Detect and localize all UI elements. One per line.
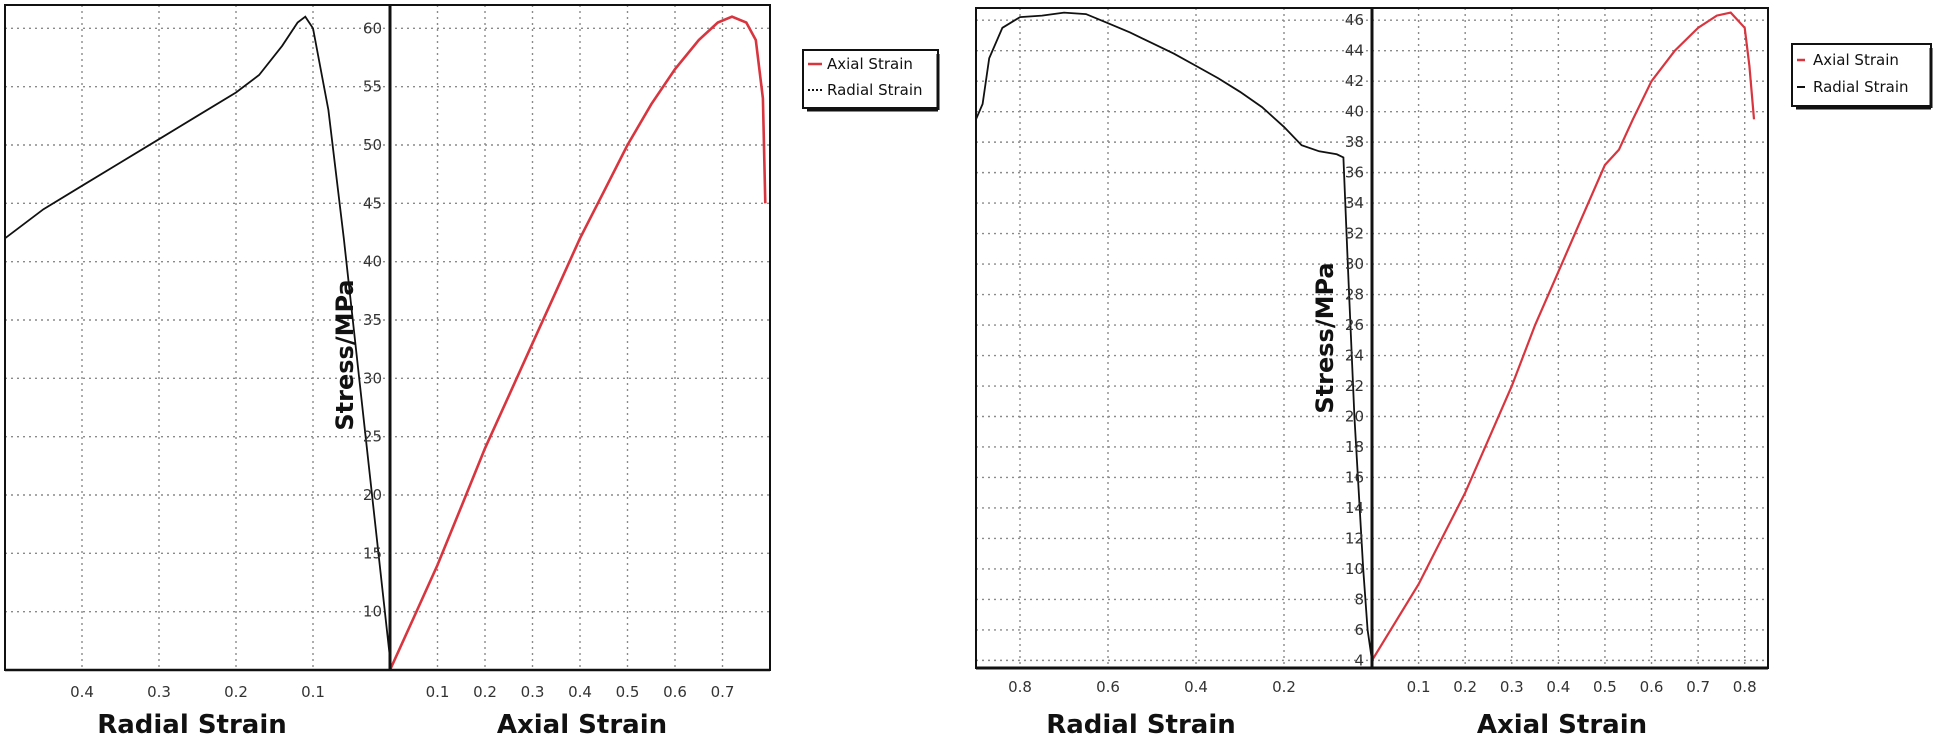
axial-x-tick-label: 0.1	[426, 683, 450, 701]
y-tick-label: 32	[1345, 225, 1364, 243]
axial-x-tick-label: 0.1	[1407, 678, 1431, 696]
y-axis-label: Stress/MPa	[1311, 262, 1339, 413]
y-tick-label: 8	[1354, 590, 1364, 608]
axial-strain-line	[1371, 11, 1756, 661]
y-tick-label: 34	[1345, 194, 1364, 212]
radial-strain-axis-label: Radial Strain	[97, 710, 287, 740]
y-tick-label: 45	[363, 194, 382, 212]
y-axis-label: Stress/MPa	[331, 279, 359, 430]
radial-x-tick-label: 0.1	[301, 683, 325, 701]
axial-x-tick-label: 0.7	[711, 683, 735, 701]
axial-x-tick-label: 0.2	[1453, 678, 1477, 696]
radial-x-tick-label: 0.4	[1184, 678, 1208, 696]
y-tick-label: 30	[1345, 255, 1364, 273]
y-tick-labels: 10 15 20 25 30 35 40 45 50 55 60	[363, 19, 382, 620]
axial-x-tick-label: 0.4	[568, 683, 592, 701]
y-tick-label: 24	[1345, 347, 1364, 365]
y-tick-label: 60	[363, 19, 382, 37]
y-tick-label: 12	[1345, 529, 1364, 547]
axial-x-tick-label: 0.6	[1640, 678, 1664, 696]
y-tick-labels: 4681012141618202224262830323436384042444…	[1345, 11, 1364, 669]
legend-label-radial: Radial Strain	[1813, 78, 1909, 96]
axial-strain-axis-label: Axial Strain	[497, 710, 667, 740]
radial-x-tick-label: 0.6	[1096, 678, 1120, 696]
legend-label-axial: Axial Strain	[827, 55, 913, 73]
y-tick-label: 16	[1345, 468, 1364, 486]
y-tick-label: 35	[363, 311, 382, 329]
radial-strain-line	[975, 11, 1373, 661]
y-tick-label: 20	[363, 486, 382, 504]
y-tick-label: 4	[1354, 651, 1364, 669]
radial-x-tick-label: 0.8	[1008, 678, 1032, 696]
y-tick-label: 18	[1345, 438, 1364, 456]
y-tick-label: 6	[1354, 621, 1364, 639]
y-tick-label: 46	[1345, 11, 1364, 29]
x-tick-labels: 0.8 0.6 0.4 0.2 0.1 0.2 0.3 0.4 0.5 0.6 0.7 0.8	[1008, 678, 1757, 696]
y-tick-label: 30	[363, 369, 382, 387]
x-tick-labels: 0.4 0.3 0.2 0.1 0.1 0.2 0.3 0.4 0.5 0.6 0.7	[70, 683, 734, 701]
y-tick-label: 44	[1345, 42, 1364, 60]
axial-strain-axis-label: Axial Strain	[1477, 710, 1647, 740]
legend-label-axial: Axial Strain	[1813, 51, 1899, 69]
radial-x-tick-label: 0.4	[70, 683, 94, 701]
y-tick-label: 40	[363, 253, 382, 271]
radial-x-tick-label: 0.2	[1272, 678, 1296, 696]
legend: Axial Strain Radial Strain	[802, 49, 940, 112]
radial-strain-line	[4, 15, 391, 659]
legend-box	[1791, 43, 1932, 107]
radial-x-tick-label: 0.3	[147, 683, 171, 701]
y-tick-label: 22	[1345, 377, 1364, 395]
axial-x-tick-label: 0.3	[521, 683, 545, 701]
y-tick-label: 15	[363, 544, 382, 562]
y-tick-label: 36	[1345, 164, 1364, 182]
y-tick-label: 55	[363, 78, 382, 96]
y-tick-label: 42	[1345, 72, 1364, 90]
axial-x-tick-label: 0.8	[1733, 678, 1757, 696]
axial-x-tick-label: 0.5	[1593, 678, 1617, 696]
axial-strain-line	[388, 15, 767, 671]
axial-x-tick-label: 0.3	[1500, 678, 1524, 696]
y-tick-label: 10	[1345, 560, 1364, 578]
axial-x-tick-label: 0.7	[1686, 678, 1710, 696]
axial-x-tick-label: 0.4	[1546, 678, 1570, 696]
chart-panel-right: 4681012141618202224262830323436384042444…	[975, 7, 1933, 740]
radial-x-tick-label: 0.2	[224, 683, 248, 701]
y-tick-label: 38	[1345, 133, 1364, 151]
radial-strain-axis-label: Radial Strain	[1046, 710, 1236, 740]
axial-x-tick-label: 0.2	[473, 683, 497, 701]
y-tick-label: 26	[1345, 316, 1364, 334]
y-tick-label: 25	[363, 428, 382, 446]
plot-frame	[4, 4, 771, 671]
y-tick-label: 40	[1345, 103, 1364, 121]
y-tick-label: 50	[363, 136, 382, 154]
y-tick-label: 28	[1345, 286, 1364, 304]
y-tick-label: 14	[1345, 499, 1364, 517]
legend: Axial Strain Radial Strain	[1791, 43, 1933, 110]
axial-x-tick-label: 0.6	[663, 683, 687, 701]
legend-label-radial: Radial Strain	[827, 81, 923, 99]
grid-lines	[5, 5, 770, 670]
grid-lines	[976, 8, 1768, 668]
y-tick-label: 20	[1345, 407, 1364, 425]
y-tick-label: 10	[363, 603, 382, 621]
axial-x-tick-label: 0.5	[616, 683, 640, 701]
